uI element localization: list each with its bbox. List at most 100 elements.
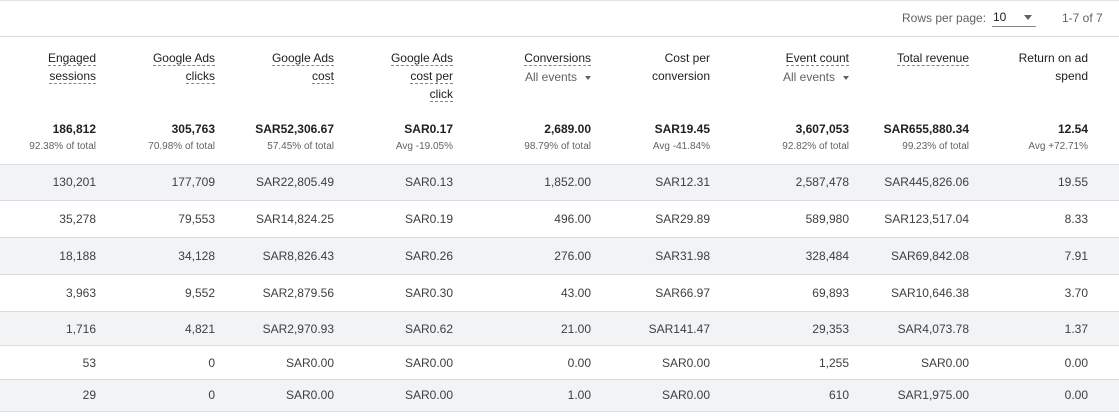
column-header[interactable]: Total revenue [859,49,969,67]
column-header[interactable]: Conversions All events [481,49,591,86]
table-cell: 177,709 [171,175,215,189]
column-header-text: Google Ads [390,51,453,66]
table-cell: SAR1,975.00 [897,388,969,402]
table-cell: 610 [828,388,849,402]
table-cell: SAR12.31 [655,175,710,189]
table-cell: SAR0.00 [661,356,710,370]
table-cell: SAR0.00 [285,388,334,402]
table-cell: SAR123,517.04 [884,212,969,226]
column-total: 12.54 [1057,122,1088,136]
rows-per-page-label: Rows per page: [902,11,987,25]
column-header[interactable]: Google Ads cost per click [343,49,453,103]
column-total: SAR0.17 [404,122,453,136]
table-cell: 4,821 [184,322,215,336]
column-total-percent: 92.38% of total [29,141,96,152]
table-cell: SAR22,805.49 [255,175,334,189]
table-row[interactable]: 53 0 SAR0.00 SAR0.00 0.00 SAR0.00 1,255 SAR0.00… [0,345,1119,379]
table-cell: SAR445,826.06 [884,175,969,189]
column-header-text: cost per [410,69,453,84]
table-row[interactable]: 3,963 9,552 SAR2,879.56 SAR0.30 43.00 SAR66.9… [0,274,1119,311]
table-cell: SAR29.89 [655,212,710,226]
column-header-label: Google Ads [105,49,215,67]
table-row[interactable]: 1,716 4,821 SAR2,970.93 SAR0.62 21.00 SAR141.… [0,311,1119,345]
column-header-text: Return on ad [1018,51,1088,65]
event-filter-dropdown[interactable]: All events [739,68,849,86]
column-header[interactable]: Google Ads clicks [105,49,215,85]
table-cell: SAR0.26 [404,249,453,263]
table-cell: SAR69,842.08 [890,249,969,263]
table-cell: 328,484 [805,249,849,263]
table-cell: SAR0.13 [404,175,453,189]
table-cell: SAR0.00 [404,388,453,402]
table-cell: SAR0.19 [404,212,453,226]
table-cell: SAR0.62 [404,322,453,336]
column-header-label: sessions [0,67,96,85]
table-cell: 1,852.00 [544,175,591,189]
table-cell: 35,278 [59,212,96,226]
table-cell: 79,553 [178,212,215,226]
table-cell: 0.00 [567,356,591,370]
table-cell: 0 [208,356,215,370]
column-header[interactable]: Event count All events [739,49,849,86]
caret-down-icon [1024,15,1032,20]
table-cell: 589,980 [805,212,849,226]
column-header-label: cost per [343,67,453,85]
column-header-text: cost [311,69,334,84]
column-total-percent: 57.45% of total [267,141,334,152]
page-range: 1-7 of 7 [1062,11,1103,25]
column-header-text: sessions [49,69,96,84]
event-filter-dropdown[interactable]: All events [481,68,591,86]
table-cell: SAR2,879.56 [262,286,334,300]
table-cell: 21.00 [560,322,591,336]
table-cell: 1.00 [567,388,591,402]
table-cell: SAR14,824.25 [255,212,334,226]
column-total-percent: 70.98% of total [148,141,215,152]
column-header-text: Cost per [664,51,710,65]
column-total: 3,607,053 [795,122,849,136]
column-total: SAR655,880.34 [883,122,969,136]
table-cell: 29 [82,388,96,402]
column-header-text: clicks [185,69,215,84]
column-total: 186,812 [52,122,96,136]
table-cell: 43.00 [560,286,591,300]
column-total-percent: Avg -19.05% [395,141,453,152]
column-header-label: Total revenue [859,49,969,67]
column-header[interactable]: Google Ads cost [224,49,334,85]
column-header[interactable]: Engaged sessions [0,49,96,85]
column-total-percent: 92.82% of total [782,141,849,152]
column-header-text: click [429,87,453,102]
rows-per-page-select[interactable]: 10 [992,8,1036,27]
column-header[interactable]: Cost per conversion [600,49,710,85]
column-header-label: Cost per [600,49,710,67]
column-header-label: Google Ads [343,49,453,67]
column-header[interactable]: Return on ad spend [978,49,1088,85]
table-cell: 1,255 [818,356,849,370]
column-header-text: Total revenue [896,51,969,66]
table-row[interactable]: 18,188 34,128 SAR8,826.43 SAR0.26 276.00 SAR3… [0,237,1119,274]
column-header-label: spend [978,67,1088,85]
table-cell: 2,587,478 [795,175,849,189]
table-row[interactable]: 35,278 79,553 SAR14,824.25 SAR0.19 496.00 SAR… [0,200,1119,237]
table-cell: SAR66.97 [655,286,710,300]
column-header-label: Google Ads [224,49,334,67]
table-cell: SAR141.47 [648,322,710,336]
column-total: SAR19.45 [654,122,710,136]
table-row[interactable]: 130,201 177,709 SAR22,805.49 SAR0.13 1,852.0… [0,164,1119,200]
column-header-text: Conversions [524,51,591,66]
rows-per-page-value: 10 [993,10,1007,24]
column-header-text: spend [1055,69,1088,83]
table-cell: 0.00 [1064,388,1088,402]
column-total-percent: Avg -41.84% [652,141,710,152]
table-cell: 1,716 [65,322,96,336]
table-cell: SAR0.00 [920,356,969,370]
table-cell: SAR0.30 [404,286,453,300]
column-header-text: Event count [785,51,849,66]
column-header-label: cost [224,67,334,85]
table-cell: SAR2,970.93 [262,322,334,336]
table-cell: 34,128 [178,249,215,263]
table-row[interactable]: 29 0 SAR0.00 SAR0.00 1.00 SAR0.00 610 SAR1,975.… [0,379,1119,411]
table-cell: 276.00 [554,249,591,263]
table-cell: 3,963 [65,286,96,300]
column-total: SAR52,306.67 [255,122,334,136]
table-cell: SAR8,826.43 [262,249,334,263]
